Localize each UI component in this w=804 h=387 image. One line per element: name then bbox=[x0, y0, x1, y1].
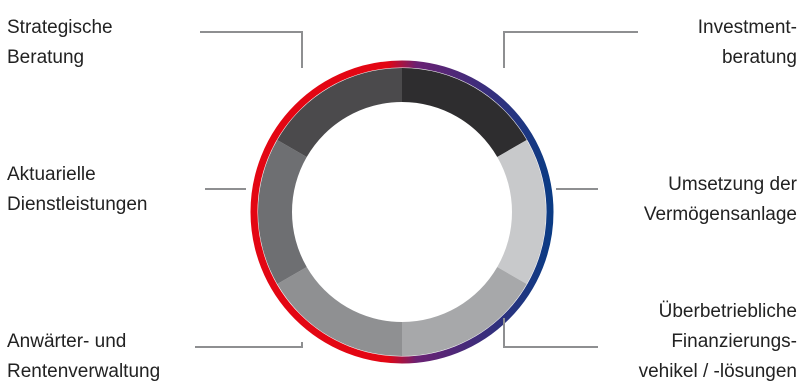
label-investmentberatung: Investment-beratung bbox=[697, 17, 797, 68]
segment-rentenverwaltung bbox=[277, 267, 402, 356]
label-anwaerter-rentenverwaltung: Anwärter- und Rentenverwaltung bbox=[7, 331, 161, 382]
segment-umsetzung bbox=[497, 140, 546, 284]
label-strategische-beratung: Strategische Beratung bbox=[7, 17, 113, 68]
label-ueberbetriebliche-finanzierung: Überbetriebliche Finanzierungs-vehikel / … bbox=[638, 301, 797, 382]
label-umsetzung-vermoegensanlage: Umsetzung der Vermögensanlage bbox=[643, 174, 797, 225]
outer-gradient-ring bbox=[250, 60, 554, 364]
leader-line-strategische bbox=[200, 31, 303, 68]
segment-investmentberatung bbox=[402, 68, 527, 157]
segment-aktuarielle bbox=[258, 140, 307, 284]
segment-strategische bbox=[277, 68, 402, 157]
label-aktuarielle-dienstleistungen: Aktuarielle Dienstleistungen bbox=[7, 164, 148, 215]
leader-line-finanzierung bbox=[503, 318, 598, 348]
leader-lines bbox=[195, 31, 638, 348]
leader-line-rentenverwaltung bbox=[195, 342, 303, 348]
segment-finanzierung bbox=[402, 267, 527, 356]
leader-line-investmentberatung bbox=[503, 31, 638, 68]
